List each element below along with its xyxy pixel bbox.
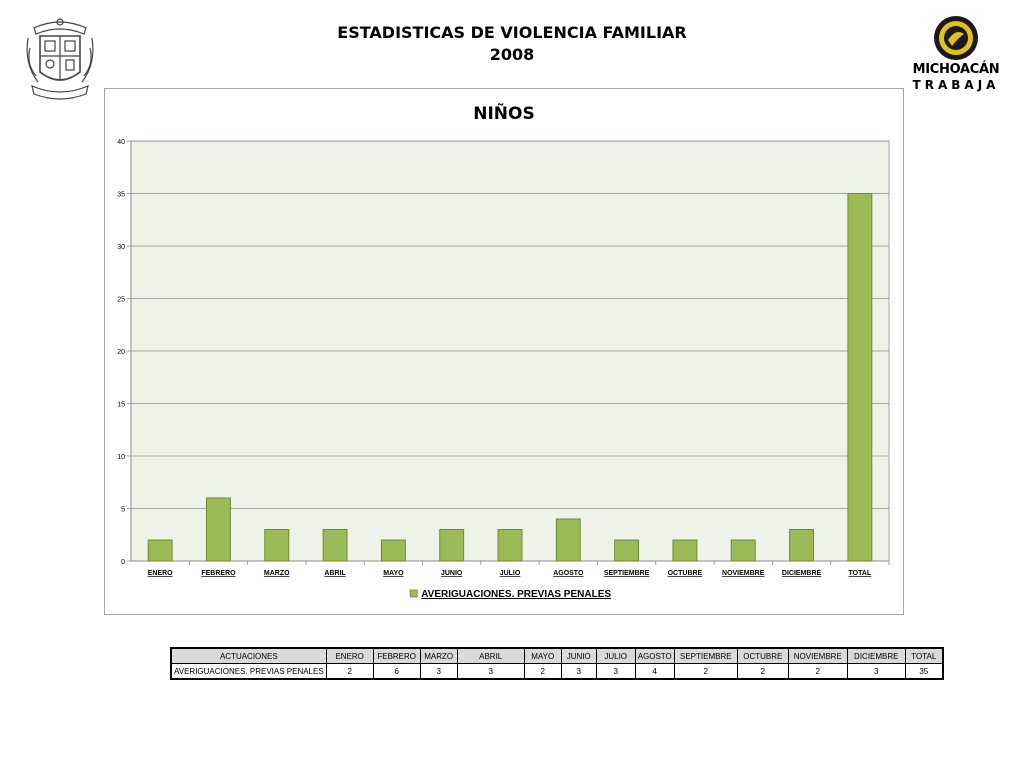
table-header-cell: DICIEMBRE xyxy=(846,647,906,664)
table-header-cell: OCTUBRE xyxy=(736,647,789,664)
bar-septiembre xyxy=(614,539,640,562)
x-tick-label: JULIO xyxy=(500,570,521,577)
table-header-cell: ABRIL xyxy=(456,647,525,664)
table-header-cell: NOVIEMBRE xyxy=(787,647,848,664)
x-tick-label: MAYO xyxy=(383,570,404,577)
y-tick-label: 35 xyxy=(117,192,125,199)
bar-total xyxy=(847,193,873,562)
table-header-cell: ENERO xyxy=(325,647,374,664)
x-tick-label: OCTUBRE xyxy=(668,570,703,577)
table-cell: 6 xyxy=(372,663,421,680)
bar-julio xyxy=(497,529,523,562)
bar-octubre xyxy=(672,539,698,562)
x-tick-label: SEPTIEMBRE xyxy=(604,570,650,577)
x-tick-label: MARZO xyxy=(264,570,290,577)
logo-line1: MICHOACÁN xyxy=(912,62,1000,77)
table-header-cell: SEPTIEMBRE xyxy=(673,647,738,664)
bar-marzo xyxy=(264,529,290,562)
y-tick-label: 30 xyxy=(117,244,125,251)
table-header-cell: MAYO xyxy=(523,647,562,664)
table-header-cell: MARZO xyxy=(419,647,458,664)
table-cell: 3 xyxy=(846,663,906,680)
bar-junio xyxy=(439,529,465,562)
bar-noviembre xyxy=(730,539,756,562)
y-tick-label: 5 xyxy=(121,507,125,514)
table-cell: 2 xyxy=(523,663,562,680)
table-cell: 3 xyxy=(595,663,636,680)
table-cell: 2 xyxy=(325,663,374,680)
y-tick-label: 10 xyxy=(117,454,125,461)
bar-abril xyxy=(322,529,348,562)
x-tick-label: NOVIEMBRE xyxy=(722,570,765,577)
table-cell: 3 xyxy=(456,663,525,680)
table-header-cell: JUNIO xyxy=(560,647,597,664)
legend-swatch xyxy=(409,589,418,598)
bar-mayo xyxy=(380,539,406,562)
chart-area: NIÑOS 0 5 10 15 20 25 30 35 40 ENERO FEBRERO MARZO AB… xyxy=(104,88,904,615)
logo-line2: TRABAJA xyxy=(912,78,1000,92)
table-cell: 2 xyxy=(673,663,738,680)
x-tick-label: TOTAL xyxy=(849,570,872,577)
table-row: AVERIGUACIONES. PREVIAS PENALES 2 6 3 3 2 3 3 4 2… xyxy=(170,663,944,680)
y-tick-label: 25 xyxy=(117,297,125,304)
chart-title: NIÑOS xyxy=(473,101,534,124)
data-table: ACTUACIONES ENERO FEBRERO MARZO ABRIL MAYO JU… xyxy=(170,647,944,680)
table-cell: 35 xyxy=(904,663,944,680)
legend-label: AVERIGUACIONES. PREVIAS PENALES xyxy=(421,589,611,600)
table-cell: 4 xyxy=(634,663,675,680)
x-tick-label: ENERO xyxy=(148,570,173,577)
x-tick-label: ABRIL xyxy=(324,570,346,577)
y-tick-label: 40 xyxy=(117,139,125,146)
x-tick-label: FEBRERO xyxy=(201,570,236,577)
table-cell: 3 xyxy=(419,663,458,680)
bar-agosto xyxy=(555,518,581,562)
y-tick-label: 15 xyxy=(117,402,125,409)
michoacan-logo: MICHOACÁN TRABAJA xyxy=(906,14,1006,98)
table-header-label: ACTUACIONES xyxy=(170,647,327,664)
y-tick-label: 0 xyxy=(121,559,125,566)
y-tick-label: 20 xyxy=(117,349,125,356)
bar-enero xyxy=(147,539,173,562)
table-header-cell: FEBRERO xyxy=(372,647,421,664)
table-cell: 3 xyxy=(560,663,597,680)
logo-emblem-icon xyxy=(934,16,978,60)
table-cell: 2 xyxy=(736,663,789,680)
x-tick-label: AGOSTO xyxy=(553,570,584,577)
page-title-line2: 2008 xyxy=(489,45,535,64)
x-tick-label: DICIEMBRE xyxy=(782,570,822,577)
x-tick-label: JUNIO xyxy=(441,570,463,577)
bar-diciembre xyxy=(789,529,814,562)
table-header-cell: TOTAL xyxy=(904,647,944,664)
bar-chart: NIÑOS 0 5 10 15 20 25 30 35 40 ENERO FEBRERO MARZO AB… xyxy=(117,101,890,600)
table-row-label: AVERIGUACIONES. PREVIAS PENALES xyxy=(170,663,327,680)
page-title: ESTADISTICAS DE VIOLENCIA FAMILIAR 2008 xyxy=(0,22,1024,66)
bar-febrero xyxy=(206,497,231,562)
table-cell: 2 xyxy=(787,663,848,680)
coat-of-arms-icon xyxy=(26,18,94,100)
table-header-row: ACTUACIONES ENERO FEBRERO MARZO ABRIL MAYO JU… xyxy=(170,647,944,664)
table-header-cell: JULIO xyxy=(595,647,636,664)
page-title-line1: ESTADISTICAS DE VIOLENCIA FAMILIAR xyxy=(337,23,687,42)
table-header-cell: AGOSTO xyxy=(634,647,675,664)
